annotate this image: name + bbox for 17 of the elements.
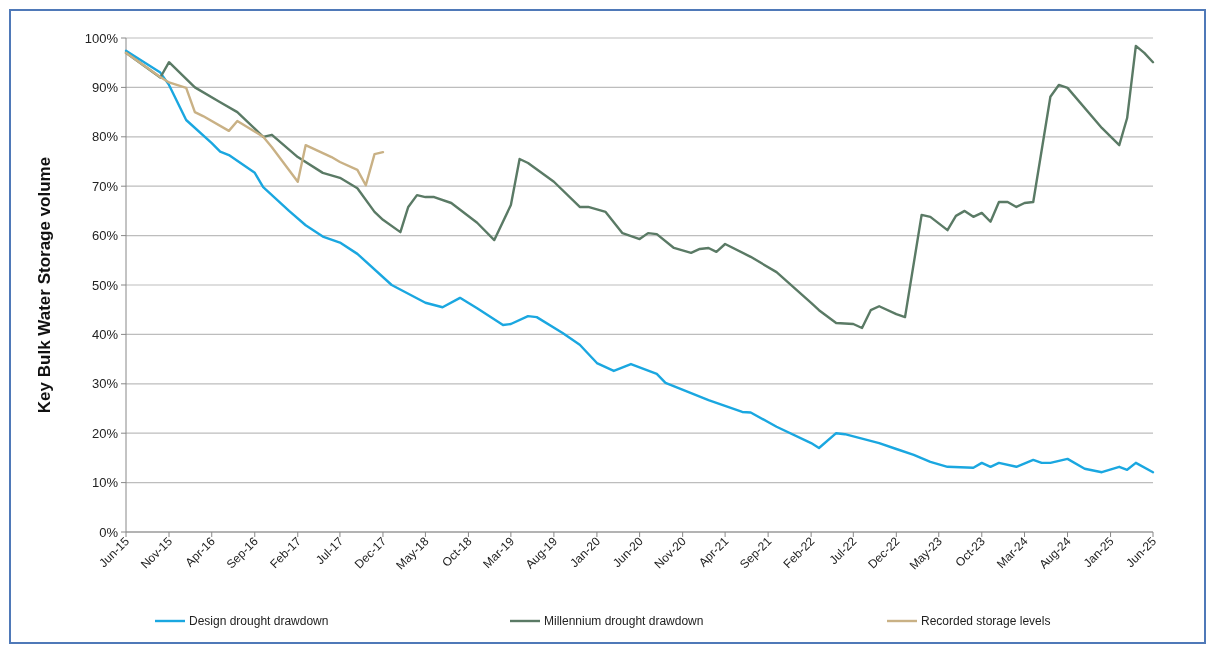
y-tick-label: 0% <box>99 524 119 540</box>
y-tick-label: 20% <box>91 425 119 441</box>
y-tick-label: 50% <box>91 277 119 293</box>
y-tick-label: 60% <box>91 228 119 244</box>
y-axis-title: Key Bulk Water Storage volume <box>35 156 54 414</box>
y-tick-label: 100% <box>84 30 119 46</box>
y-tick-label: 30% <box>91 376 119 392</box>
y-tick-label: 70% <box>91 178 119 194</box>
legend-label: Millennium drought drawdown <box>544 614 704 629</box>
y-tick-label: 40% <box>91 326 119 342</box>
y-tick-label: 90% <box>91 79 119 95</box>
line-series <box>124 49 1155 474</box>
line-series <box>124 51 385 187</box>
legend-label: Recorded storage levels <box>921 614 1051 629</box>
y-tick-label: 80% <box>91 129 119 145</box>
legend-label: Design drought drawdown <box>189 614 329 629</box>
y-tick-label: 10% <box>91 475 119 491</box>
